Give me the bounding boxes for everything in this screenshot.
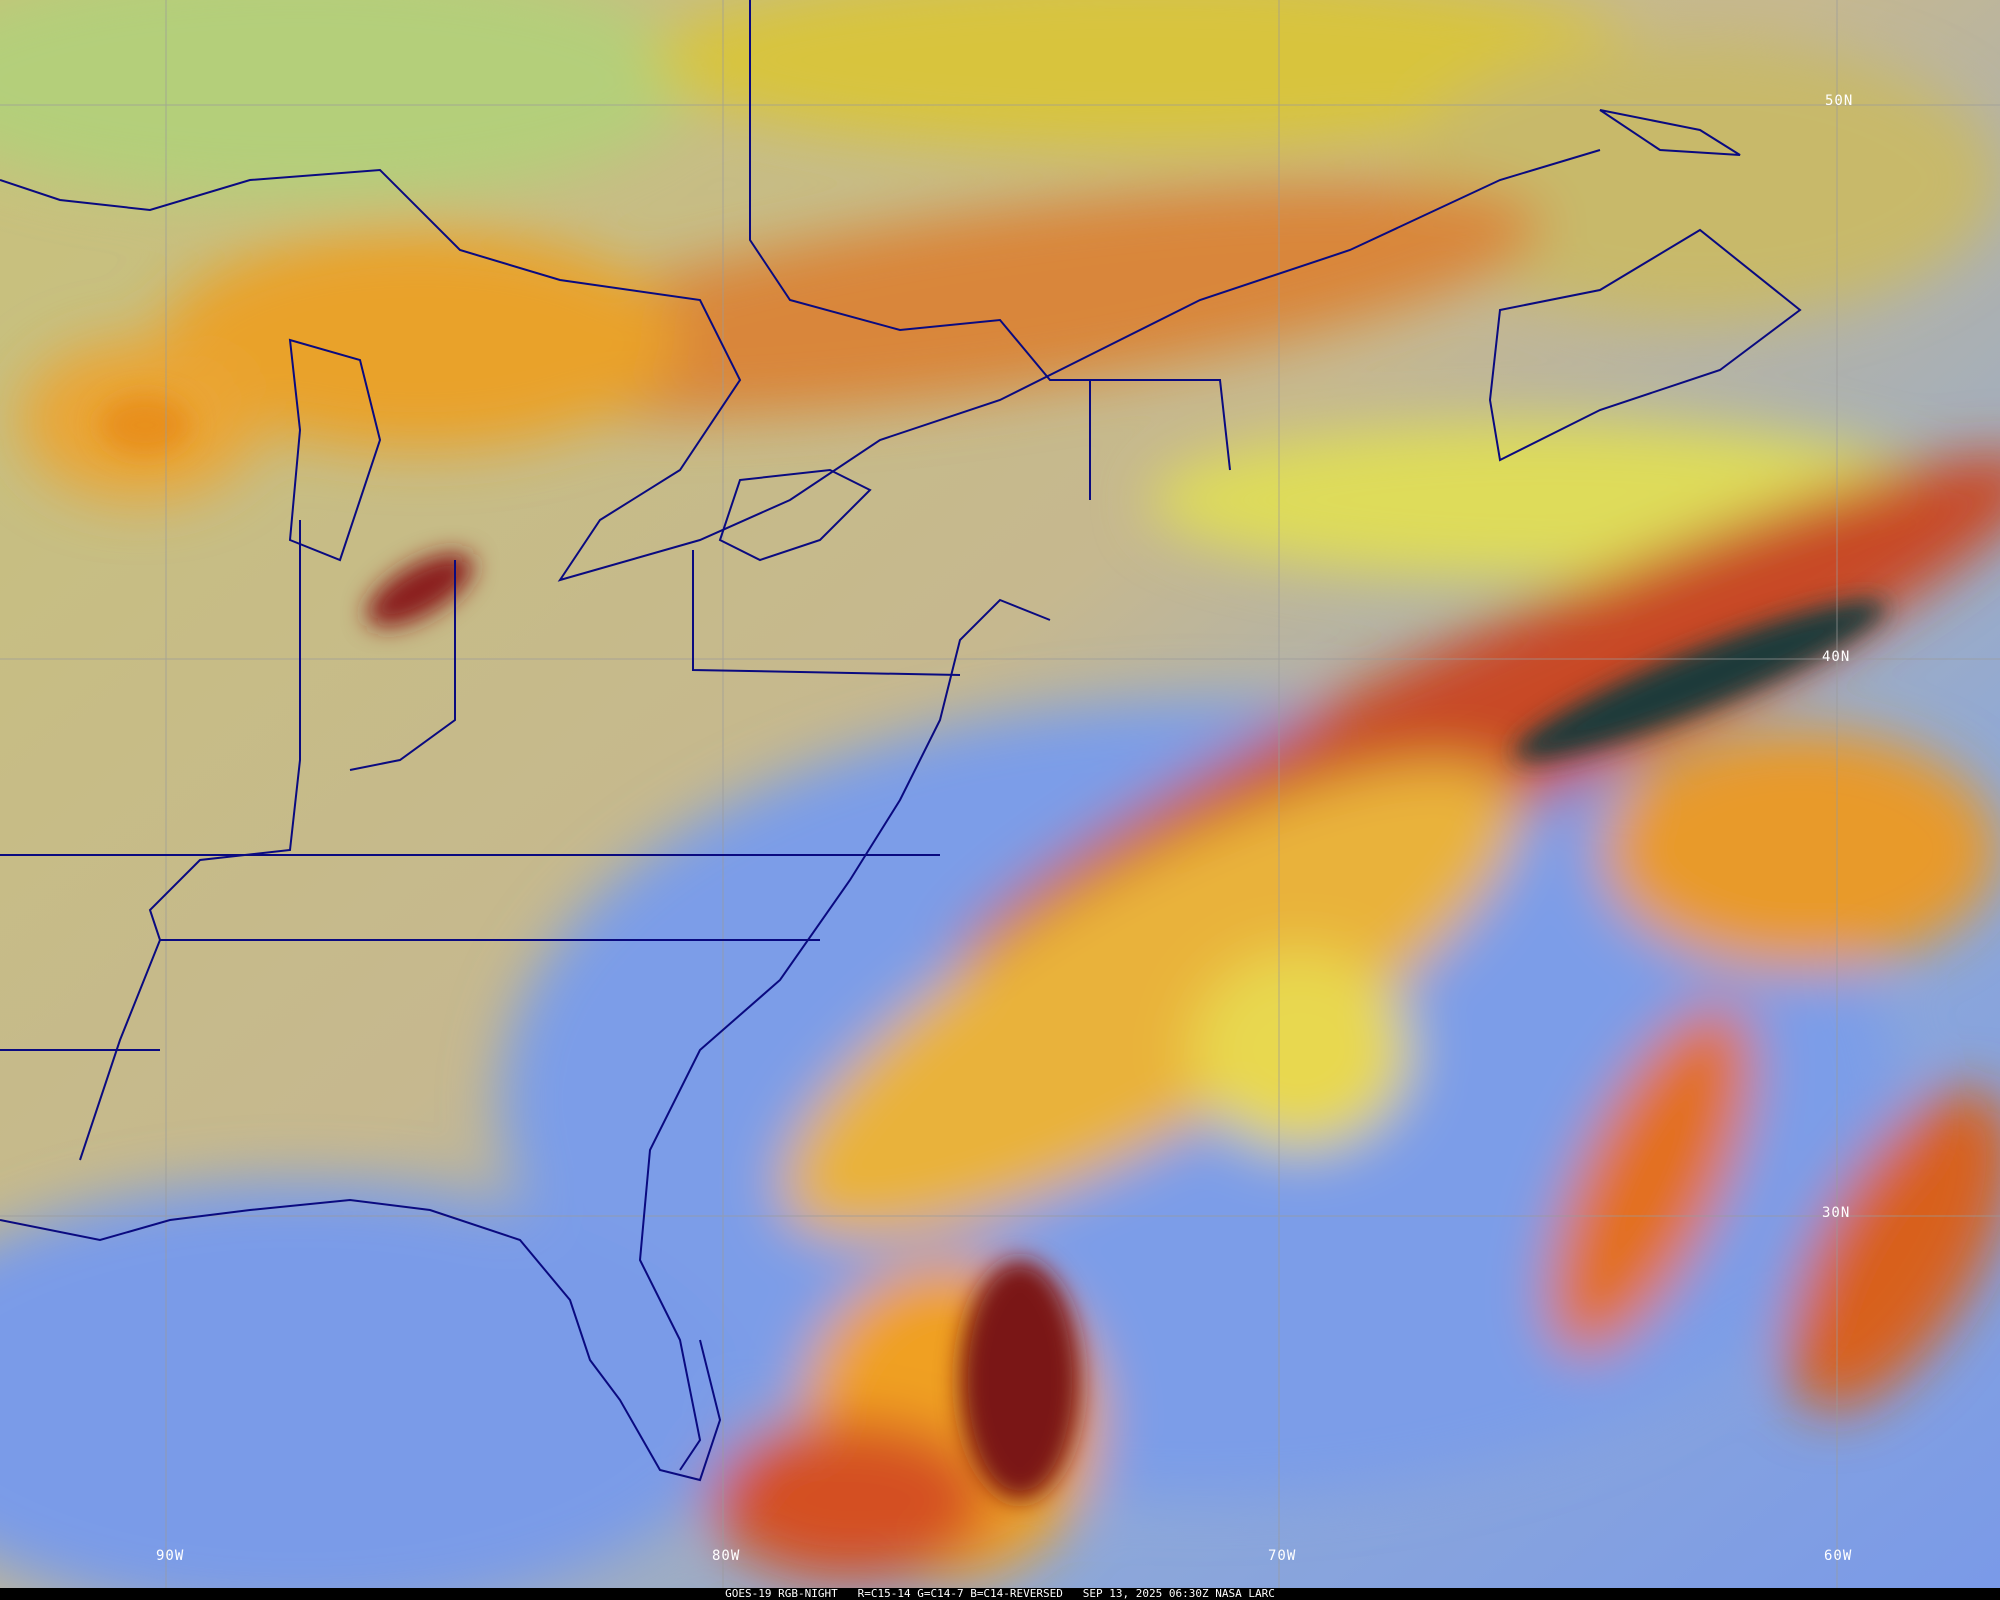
image-caption: GOES-19 RGB-NIGHT R=C15-14 G=C14-7 B=C14… <box>0 1588 2000 1600</box>
longitude-label-60w: 60W <box>1824 1548 1853 1564</box>
cold-cloud-cores <box>100 395 1886 1500</box>
latitude-label-50n: 50N <box>1825 93 1854 109</box>
political-boundaries <box>0 0 1802 1482</box>
latitude-label-40n: 40N <box>1822 649 1851 665</box>
latitude-label-30n: 30N <box>1822 1205 1851 1221</box>
longitude-label-70w: 70W <box>1268 1548 1297 1564</box>
longitude-label-80w: 80W <box>712 1548 741 1564</box>
longitude-label-90w: 90W <box>156 1548 185 1564</box>
